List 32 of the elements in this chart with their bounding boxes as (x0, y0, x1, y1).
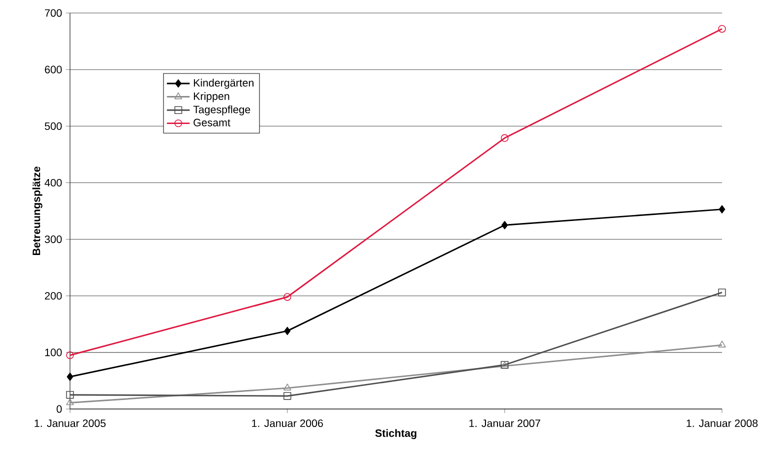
y-tick-label: 0 (56, 405, 62, 413)
point (284, 326, 291, 336)
point (283, 392, 292, 400)
point (66, 398, 74, 406)
point (501, 221, 508, 230)
x-tick-label: 1. Januar 2005 (34, 419, 106, 428)
point (500, 134, 509, 142)
x-axis-title: Stichtag (375, 429, 416, 440)
y-tick-label: 600 (44, 66, 62, 74)
legend-label: Kindergärten (194, 78, 254, 89)
legend-label: Krippen (194, 92, 230, 102)
x-tick-label: 1. Januar 2007 (469, 419, 540, 428)
y-tick-label: 500 (44, 122, 62, 130)
y-tick-label: 300 (44, 236, 62, 244)
legend-label: Tagespflege (193, 105, 250, 116)
y-tick-label: 200 (44, 292, 62, 300)
point (66, 390, 74, 399)
point (718, 340, 726, 348)
point (66, 372, 74, 381)
point (283, 293, 292, 301)
point (718, 24, 726, 33)
point (718, 288, 726, 296)
y-tick-label: 700 (44, 9, 62, 17)
point (283, 384, 292, 390)
y-axis-title: Betreuungsplätze (32, 166, 42, 256)
x-tick-label: 1. Januar 2006 (252, 419, 323, 428)
y-tick-label: 400 (44, 178, 62, 186)
legend-label: Gesamt (194, 118, 230, 126)
y-tick-label: 100 (45, 348, 62, 356)
point (66, 351, 74, 360)
x-tick-label: 1. Januar 2008 (686, 419, 758, 428)
point (718, 205, 726, 214)
